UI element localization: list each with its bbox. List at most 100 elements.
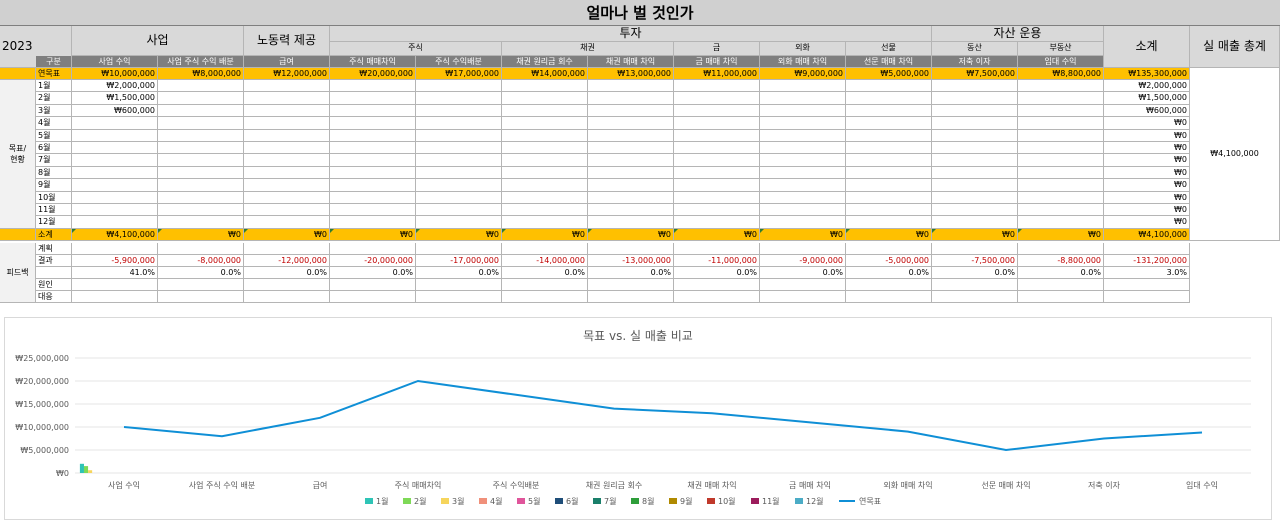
month-empty-cell[interactable]	[932, 80, 1018, 93]
feedback-row-label[interactable]: 계획	[36, 242, 72, 255]
month-empty-cell[interactable]	[158, 142, 244, 155]
subgroup-gold[interactable]: 금	[674, 42, 760, 56]
month-subtotal[interactable]: ₩0	[1104, 191, 1190, 204]
sum-label[interactable]: 소계	[36, 228, 72, 241]
feedback-row-label[interactable]: 원인	[36, 278, 72, 291]
feedback-cell[interactable]: 0.0%	[846, 266, 932, 279]
sum-cell[interactable]: ₩0	[846, 228, 932, 241]
feedback-cell[interactable]: 0.0%	[674, 266, 760, 279]
month-empty-cell[interactable]	[932, 129, 1018, 142]
month-empty-cell[interactable]	[1018, 166, 1104, 180]
feedback-cell[interactable]: 0.0%	[244, 266, 330, 279]
feedback-cell[interactable]	[846, 242, 932, 255]
month-empty-cell[interactable]	[416, 129, 502, 142]
month-empty-cell[interactable]	[588, 92, 674, 105]
month-empty-cell[interactable]	[1018, 92, 1104, 105]
sum-cell[interactable]: ₩4,100,000	[72, 228, 158, 241]
month-empty-cell[interactable]	[932, 142, 1018, 155]
month-subtotal[interactable]: ₩2,000,000	[1104, 80, 1190, 93]
month-empty-cell[interactable]	[674, 104, 760, 118]
column-header-9[interactable]: 외화 매매 차익	[760, 56, 846, 68]
feedback-cell[interactable]	[244, 242, 330, 255]
sum-cell[interactable]: ₩0	[244, 228, 330, 241]
annual-goal-cell[interactable]: ₩8,800,000	[1018, 68, 1104, 80]
month-empty-cell[interactable]	[1018, 204, 1104, 217]
month-empty-cell[interactable]	[502, 129, 588, 142]
subgroup-bond[interactable]: 채권	[502, 42, 674, 56]
month-empty-cell[interactable]	[932, 154, 1018, 167]
feedback-cell[interactable]: -13,000,000	[588, 254, 674, 267]
month-empty-cell[interactable]	[158, 117, 244, 130]
month-empty-cell[interactable]	[760, 104, 846, 118]
month-empty-cell[interactable]	[846, 166, 932, 180]
month-empty-cell[interactable]	[588, 204, 674, 217]
month-subtotal[interactable]: ₩0	[1104, 129, 1190, 142]
month-label[interactable]: 3월	[36, 104, 72, 118]
feedback-cell[interactable]	[1018, 290, 1104, 303]
month-empty-cell[interactable]	[588, 129, 674, 142]
group-actual-total[interactable]: 실 매출 총계	[1190, 26, 1280, 68]
month-empty-cell[interactable]	[244, 129, 330, 142]
month-empty-cell[interactable]	[846, 179, 932, 192]
month-subtotal[interactable]: ₩0	[1104, 179, 1190, 192]
sum-cell[interactable]: ₩0	[330, 228, 416, 241]
month-empty-cell[interactable]	[932, 204, 1018, 217]
month-empty-cell[interactable]	[158, 204, 244, 217]
feedback-subtotal[interactable]	[1104, 290, 1190, 303]
feedback-cell[interactable]: 0.0%	[1018, 266, 1104, 279]
month-label[interactable]: 8월	[36, 166, 72, 180]
feedback-cell[interactable]	[674, 290, 760, 303]
sum-cell[interactable]: ₩0	[416, 228, 502, 241]
sum-cell[interactable]: ₩0	[674, 228, 760, 241]
sum-subtotal[interactable]: ₩4,100,000	[1104, 228, 1190, 241]
month-empty-cell[interactable]	[502, 216, 588, 229]
feedback-cell[interactable]	[158, 242, 244, 255]
group-asset[interactable]: 자산 운용	[932, 26, 1104, 42]
subgroup-stock[interactable]: 주식	[330, 42, 502, 56]
month-empty-cell[interactable]	[330, 80, 416, 93]
month-empty-cell[interactable]	[760, 204, 846, 217]
annual-goal-cell[interactable]: ₩10,000,000	[72, 68, 158, 80]
feedback-cell[interactable]: -20,000,000	[330, 254, 416, 267]
month-empty-cell[interactable]	[244, 142, 330, 155]
sum-cell[interactable]: ₩0	[588, 228, 674, 241]
month-business-cell[interactable]	[72, 179, 158, 192]
annual-goal-cell[interactable]: ₩17,000,000	[416, 68, 502, 80]
month-empty-cell[interactable]	[416, 92, 502, 105]
month-empty-cell[interactable]	[588, 80, 674, 93]
month-empty-cell[interactable]	[158, 80, 244, 93]
month-empty-cell[interactable]	[932, 92, 1018, 105]
month-empty-cell[interactable]	[760, 117, 846, 130]
month-empty-cell[interactable]	[416, 179, 502, 192]
feedback-cell[interactable]: 0.0%	[416, 266, 502, 279]
month-empty-cell[interactable]	[846, 204, 932, 217]
month-empty-cell[interactable]	[158, 129, 244, 142]
month-empty-cell[interactable]	[1018, 80, 1104, 93]
annual-goal-cell[interactable]: ₩8,000,000	[158, 68, 244, 80]
feedback-cell[interactable]: 0.0%	[588, 266, 674, 279]
month-empty-cell[interactable]	[502, 204, 588, 217]
comparison-chart[interactable]: 목표 vs. 실 매출 비교 ₩0 ₩5,000,000 ₩10,000,000 ₩15…	[4, 317, 1272, 520]
month-label[interactable]: 11월	[36, 204, 72, 217]
month-empty-cell[interactable]	[416, 166, 502, 180]
month-empty-cell[interactable]	[846, 216, 932, 229]
month-empty-cell[interactable]	[846, 191, 932, 204]
feedback-cell[interactable]	[158, 278, 244, 291]
month-empty-cell[interactable]	[674, 142, 760, 155]
feedback-cell[interactable]: 0.0%	[502, 266, 588, 279]
feedback-subtotal[interactable]	[1104, 278, 1190, 291]
month-empty-cell[interactable]	[846, 129, 932, 142]
feedback-subtotal[interactable]	[1104, 242, 1190, 255]
month-label[interactable]: 4월	[36, 117, 72, 130]
group-labor[interactable]: 노동력 제공	[244, 26, 330, 56]
month-empty-cell[interactable]	[158, 191, 244, 204]
group-business[interactable]: 사업	[72, 26, 244, 56]
month-empty-cell[interactable]	[932, 166, 1018, 180]
month-subtotal[interactable]: ₩0	[1104, 204, 1190, 217]
month-empty-cell[interactable]	[760, 129, 846, 142]
month-empty-cell[interactable]	[330, 204, 416, 217]
month-empty-cell[interactable]	[502, 166, 588, 180]
feedback-cell[interactable]: -9,000,000	[760, 254, 846, 267]
month-empty-cell[interactable]	[416, 154, 502, 167]
feedback-subtotal[interactable]: 3.0%	[1104, 266, 1190, 279]
